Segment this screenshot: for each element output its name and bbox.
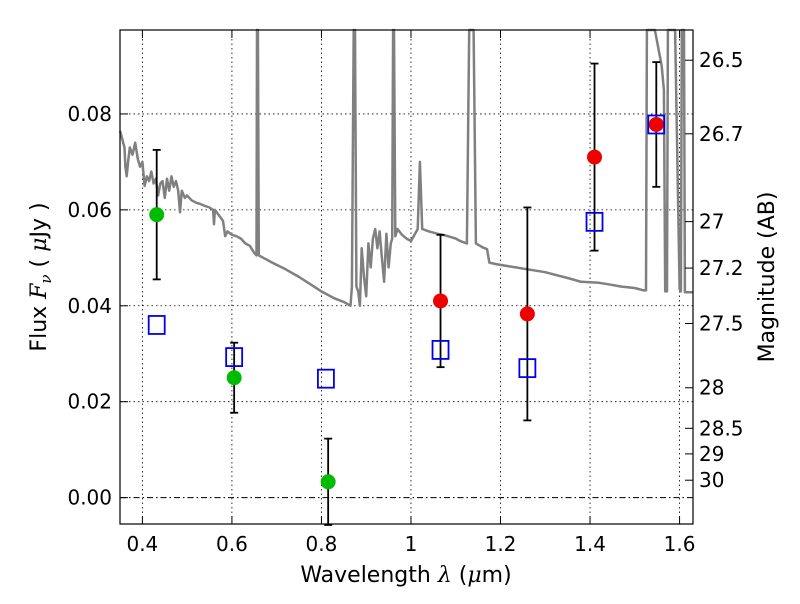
- x-tick-label: 1.2: [485, 532, 517, 556]
- x-tick-label: 0.6: [216, 532, 248, 556]
- model-point-square: [518, 358, 537, 379]
- data-markers: [147, 114, 666, 490]
- x-axis-ticks: 0.4 0.6 0.8 1 1.2 1.4 1.6: [126, 30, 695, 556]
- model-point-square: [147, 315, 166, 335]
- x-tick-label: 0.4: [126, 532, 158, 556]
- y-tick-label: 0.06: [67, 198, 112, 222]
- data-point-circle: [226, 370, 242, 386]
- spectrum-line: [118, 28, 693, 308]
- magnitude-axis-label: Magnitude (AB): [755, 192, 780, 363]
- model-point-square: [431, 340, 450, 360]
- model-point-square: [225, 347, 244, 367]
- y-tick-label: 0.00: [67, 486, 112, 510]
- plot-background: [120, 30, 693, 524]
- y-axis-ticks: 0.00 0.02 0.04 0.06 0.08: [67, 102, 128, 510]
- model-spectrum: [118, 28, 693, 308]
- data-point-circle: [149, 207, 165, 223]
- y-tick-label: 0.02: [67, 390, 112, 414]
- data-point-circle: [648, 116, 664, 132]
- magnitude-tick-label: 26.7: [699, 122, 744, 146]
- data-point-circle: [587, 149, 603, 165]
- data-point-circle: [433, 293, 449, 309]
- plot-frame: [119, 29, 694, 525]
- y-tick-label: 0.04: [67, 294, 112, 318]
- x-tick-label: 1.6: [664, 532, 696, 556]
- magnitude-tick-label: 29: [699, 442, 724, 466]
- x-tick-label: 0.8: [306, 532, 338, 556]
- magnitude-tick-label: 26.5: [699, 48, 744, 72]
- data-point-circle: [519, 306, 535, 322]
- magnitude-tick-label: 28: [699, 376, 724, 400]
- data-point-circle: [320, 474, 336, 490]
- magnitude-tick-label: 28.5: [699, 416, 744, 440]
- magnitude-tick-label: 30: [699, 468, 724, 492]
- y-tick-label: 0.08: [67, 102, 112, 126]
- model-point-square: [585, 211, 604, 232]
- x-tick-label: 1: [405, 532, 418, 556]
- magnitude-tick-label: 27.2: [699, 256, 744, 280]
- magnitude-tick-label: 27: [699, 210, 724, 234]
- model-point-square: [647, 114, 666, 135]
- x-axis-label: Wavelength λ (μm): [300, 563, 511, 588]
- magnitude-tick-label: 27.5: [699, 311, 744, 335]
- model-point-square: [317, 368, 335, 389]
- x-tick-label: 1.4: [574, 532, 606, 556]
- y-axis-label: Flux Fν ( μJy ): [27, 202, 55, 351]
